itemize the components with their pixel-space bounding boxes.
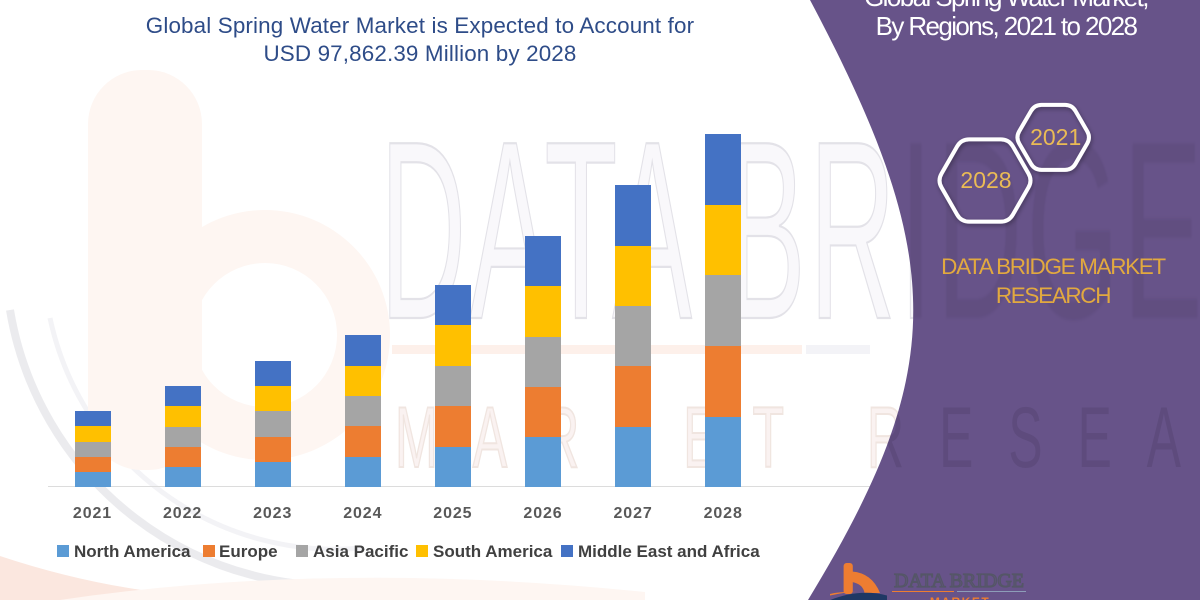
svg-text:MARKET RESEARCH: MARKET RESEARCH xyxy=(395,391,1200,487)
